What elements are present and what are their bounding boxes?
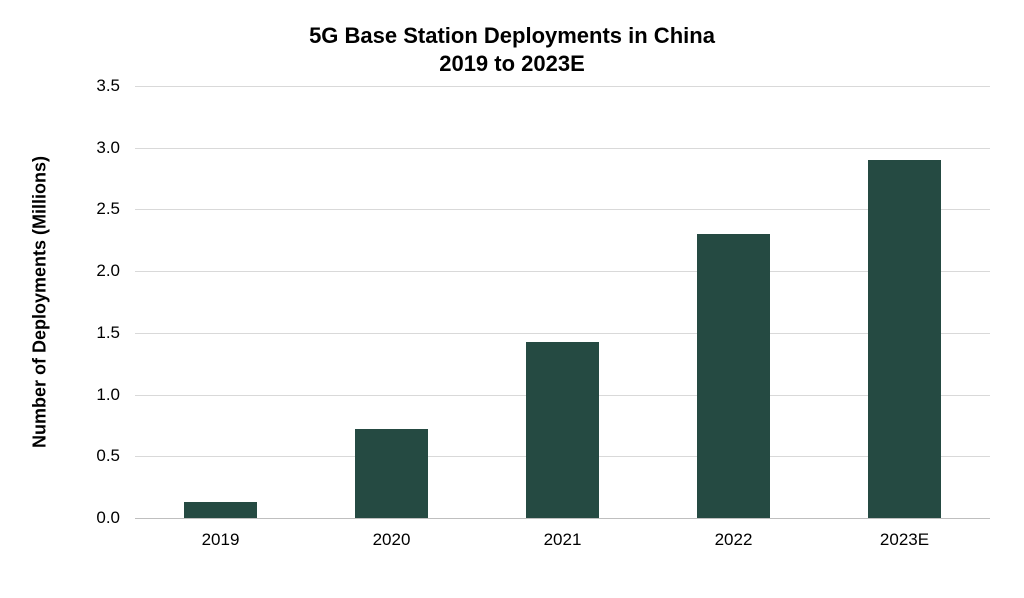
gridline bbox=[135, 86, 990, 87]
chart-container: 5G Base Station Deployments in China 201… bbox=[0, 0, 1024, 598]
x-axis-line bbox=[135, 518, 990, 519]
ytick-label: 0.5 bbox=[60, 446, 120, 466]
gridline bbox=[135, 209, 990, 210]
ytick-label: 1.5 bbox=[60, 323, 120, 343]
xtick-label: 2023E bbox=[880, 530, 929, 550]
chart-title: 5G Base Station Deployments in China 201… bbox=[0, 22, 1024, 77]
ytick-label: 0.0 bbox=[60, 508, 120, 528]
ytick-label: 3.0 bbox=[60, 138, 120, 158]
yaxis-title: Number of Deployments (Millions) bbox=[30, 156, 51, 448]
bar bbox=[184, 502, 258, 518]
gridline bbox=[135, 271, 990, 272]
plot-area bbox=[135, 86, 990, 518]
ytick-label: 2.5 bbox=[60, 199, 120, 219]
gridline bbox=[135, 333, 990, 334]
xtick-label: 2020 bbox=[373, 530, 411, 550]
ytick-label: 3.5 bbox=[60, 76, 120, 96]
chart-title-line1: 5G Base Station Deployments in China bbox=[309, 23, 715, 48]
ytick-label: 2.0 bbox=[60, 261, 120, 281]
bar bbox=[697, 234, 771, 518]
bar bbox=[355, 429, 429, 518]
xtick-label: 2019 bbox=[202, 530, 240, 550]
gridline bbox=[135, 148, 990, 149]
chart-title-line2: 2019 to 2023E bbox=[439, 51, 585, 76]
xtick-label: 2022 bbox=[715, 530, 753, 550]
bar bbox=[526, 342, 600, 519]
xtick-label: 2021 bbox=[544, 530, 582, 550]
ytick-label: 1.0 bbox=[60, 385, 120, 405]
bar bbox=[868, 160, 942, 518]
